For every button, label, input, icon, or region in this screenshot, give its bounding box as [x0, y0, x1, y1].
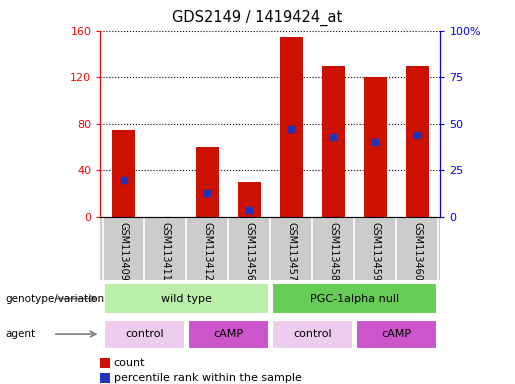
Text: wild type: wild type	[161, 293, 212, 304]
Text: percentile rank within the sample: percentile rank within the sample	[114, 373, 302, 383]
Text: GSM113456: GSM113456	[245, 222, 254, 281]
Text: GSM113459: GSM113459	[370, 222, 380, 281]
Bar	[322, 66, 345, 217]
Text: control: control	[293, 329, 332, 339]
Bar	[271, 283, 437, 314]
Text: GDS2149 / 1419424_at: GDS2149 / 1419424_at	[173, 10, 342, 26]
Text: count: count	[114, 358, 145, 368]
Bar	[271, 319, 353, 349]
Bar	[280, 36, 303, 217]
Text: GSM113409: GSM113409	[118, 222, 129, 281]
Bar	[187, 319, 269, 349]
Bar	[238, 182, 261, 217]
Text: genotype/variation: genotype/variation	[5, 293, 104, 304]
Text: GSM113457: GSM113457	[286, 222, 296, 281]
Bar	[406, 66, 429, 217]
Text: cAMP: cAMP	[381, 329, 411, 339]
Text: control: control	[125, 329, 164, 339]
Bar	[104, 283, 269, 314]
Bar	[364, 77, 387, 217]
Text: agent: agent	[5, 329, 35, 339]
Bar	[104, 319, 185, 349]
Bar	[196, 147, 219, 217]
Text: cAMP: cAMP	[213, 329, 244, 339]
Bar	[355, 319, 437, 349]
Text: GSM113458: GSM113458	[329, 222, 338, 281]
Text: PGC-1alpha null: PGC-1alpha null	[310, 293, 399, 304]
Text: GSM113460: GSM113460	[412, 222, 422, 281]
Bar	[112, 130, 135, 217]
Text: GSM113412: GSM113412	[202, 222, 212, 281]
Text: GSM113411: GSM113411	[161, 222, 170, 281]
